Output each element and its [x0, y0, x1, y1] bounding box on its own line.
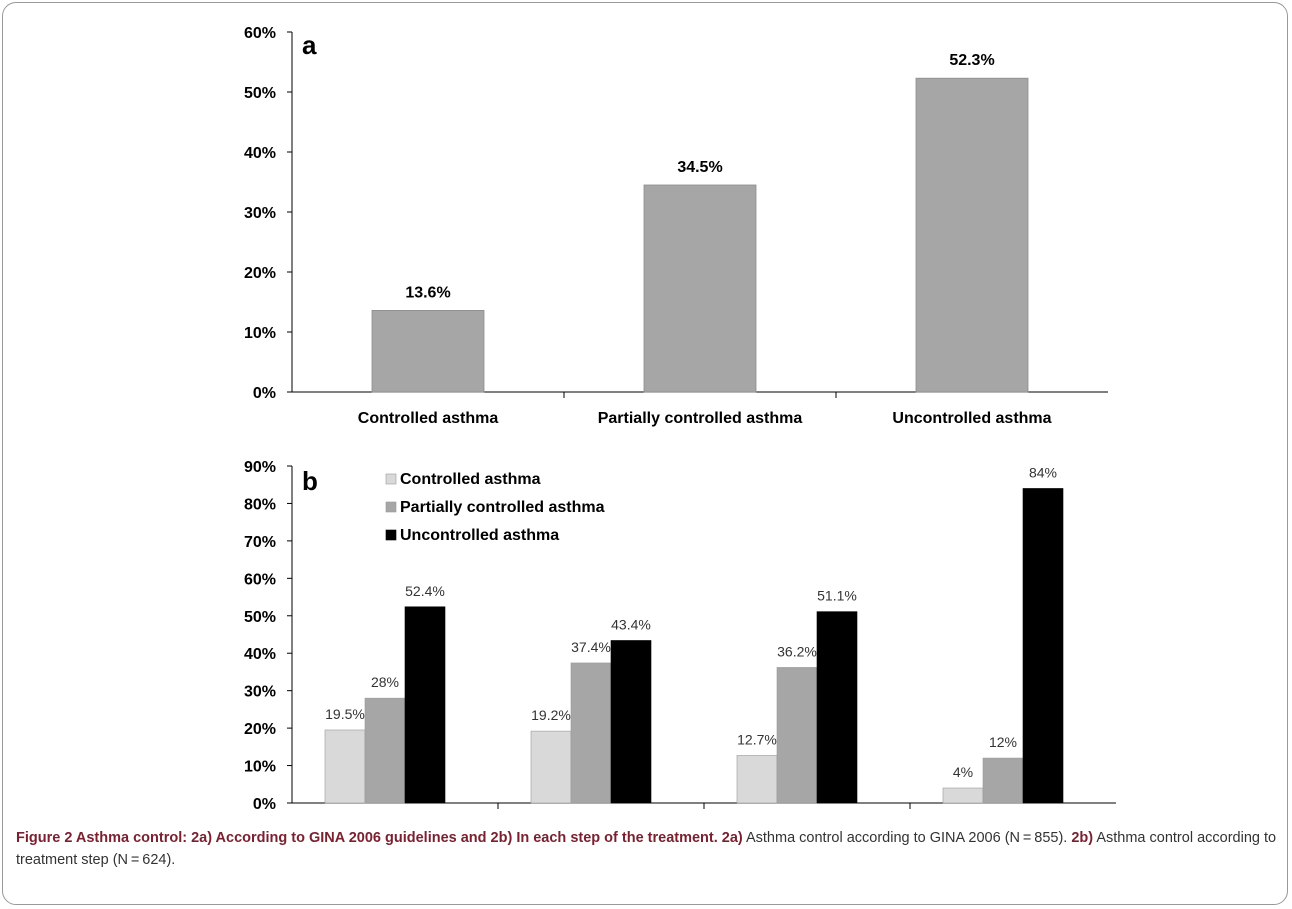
panel-b-y-tick-label: 10% [244, 759, 276, 776]
panel-b-y-tick-label: 0% [253, 796, 276, 813]
panel-b-bar [364, 697, 406, 804]
panel-a-bar [643, 184, 757, 393]
legend-label: Uncontrolled asthma [400, 527, 559, 544]
caption-text-2: Asthma control according to treatment st… [16, 830, 1277, 868]
caption-text-1: Asthma control according to GINA 2006 (N… [742, 830, 1072, 846]
panel-b-bar [570, 662, 612, 804]
panel-b-y-tick-label: 50% [244, 609, 276, 626]
panel-a-category-label: Uncontrolled asthma [892, 410, 1051, 427]
panel-a-y-tick-label: 20% [244, 265, 276, 282]
panel-a-category-label: Partially controlled asthma [598, 410, 803, 427]
panel-b-data-label: 12.7% [737, 731, 777, 747]
panel-b-y-tick-label: 70% [244, 534, 276, 551]
panel-a-y-tick-label: 40% [244, 145, 276, 162]
panel-b-y-tick-label: 90% [244, 459, 276, 476]
panel-b-data-label: 19.2% [531, 707, 571, 723]
legend-label: Controlled asthma [400, 471, 541, 488]
legend-swatch [385, 529, 397, 541]
panel-b-y-tick-label: 80% [244, 496, 276, 513]
panel-b-data-label: 52.4% [405, 583, 445, 599]
panel-b-data-label: 51.1% [817, 588, 857, 604]
panel-b-data-label: 37.4% [571, 639, 611, 655]
panel-b-data-label: 19.5% [325, 706, 365, 722]
panel-a-y-tick-label: 60% [244, 25, 276, 42]
legend-swatch [385, 473, 397, 485]
panel-b-data-label: 43.4% [611, 616, 651, 632]
panel-b-bar [530, 730, 572, 804]
panel-b-data-label: 4% [953, 764, 973, 780]
caption-bold-1: Figure 2 Asthma control: 2a) According t… [16, 830, 743, 846]
panel-a-y-tick-label: 10% [244, 325, 276, 342]
panel-a-bar [915, 77, 1029, 393]
legend-swatch [385, 501, 397, 513]
panel-b-bar [736, 755, 778, 804]
panel-b-bar [610, 640, 652, 804]
panel-a-y-tick-label: 0% [253, 385, 276, 402]
panel-a-y-tick-label: 30% [244, 205, 276, 222]
panel-b-y-tick-label: 20% [244, 721, 276, 738]
panel-a-data-label: 13.6% [405, 284, 450, 301]
panel-a-data-label: 34.5% [677, 159, 722, 176]
panel-b-y-tick-label: 30% [244, 684, 276, 701]
panel-b-bar [1022, 488, 1064, 804]
panel-b-bar [324, 729, 366, 804]
panel-b-data-label: 36.2% [777, 643, 817, 659]
panel-b-y-tick-label: 60% [244, 571, 276, 588]
panel-b-bar [982, 757, 1024, 804]
panel-b-data-label: 28% [371, 674, 399, 690]
panel-b-data-label: 12% [989, 734, 1017, 750]
panel-a-label: a [302, 30, 317, 60]
panel-b-bar [942, 787, 984, 804]
legend-label: Partially controlled asthma [400, 499, 605, 516]
panel-a-data-label: 52.3% [949, 52, 994, 69]
panel-a-category-label: Controlled asthma [358, 410, 499, 427]
panel-a-y-tick-label: 50% [244, 85, 276, 102]
figure-caption: Figure 2 Asthma control: 2a) According t… [16, 827, 1278, 871]
panel-b-y-tick-label: 40% [244, 646, 276, 663]
panel-b-bar [404, 606, 446, 804]
panel-b-data-label: 84% [1029, 464, 1057, 480]
panel-b-bar [776, 667, 818, 804]
panel-a-bar [371, 309, 485, 393]
figure-charts: a 0% 10% 20% 30% 40% 50% 60% 13.6% Controlled ast… [244, 25, 1116, 813]
panel-b-label: b [302, 466, 318, 496]
panel-b-bar [816, 611, 858, 804]
caption-bold-2: 2b) [1071, 830, 1094, 846]
